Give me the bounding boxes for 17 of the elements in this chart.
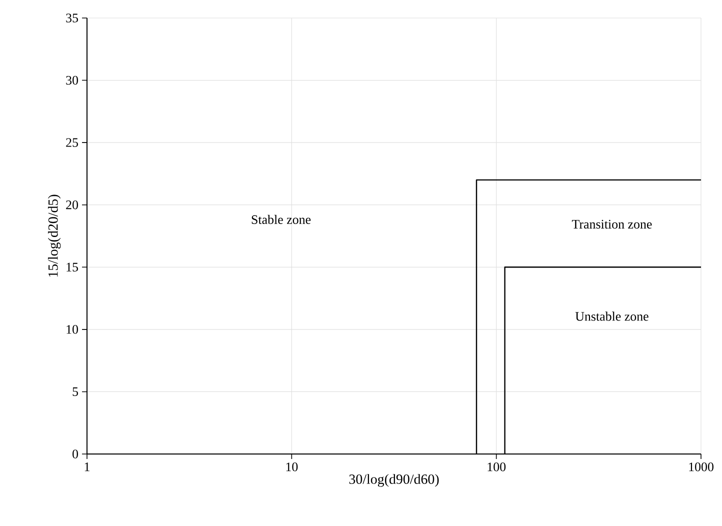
y-axis-title: 15/log(d20/d5) — [48, 194, 61, 277]
x-tick-label: 100 — [488, 462, 506, 472]
x-tick-label: 10 — [286, 462, 298, 472]
x-tick-label: 1 — [84, 462, 90, 472]
y-tick-label: 25 — [66, 138, 78, 147]
y-tick-label: 0 — [72, 450, 78, 458]
y-tick-label: 10 — [66, 325, 78, 334]
x-axis-title: 30/log(d90/d60) — [349, 474, 439, 487]
y-tick-label: 20 — [66, 200, 78, 210]
annotation: Transition zone — [572, 220, 652, 229]
y-tick-label: 15 — [66, 262, 78, 272]
y-tick-label: 30 — [66, 76, 78, 85]
x-tick-label: 1000 — [689, 462, 714, 472]
annotation: Unstable zone — [575, 312, 648, 321]
y-tick-label: 5 — [72, 387, 78, 396]
annotation: Stable zone — [252, 214, 311, 224]
y-tick-label: 35 — [66, 14, 78, 22]
